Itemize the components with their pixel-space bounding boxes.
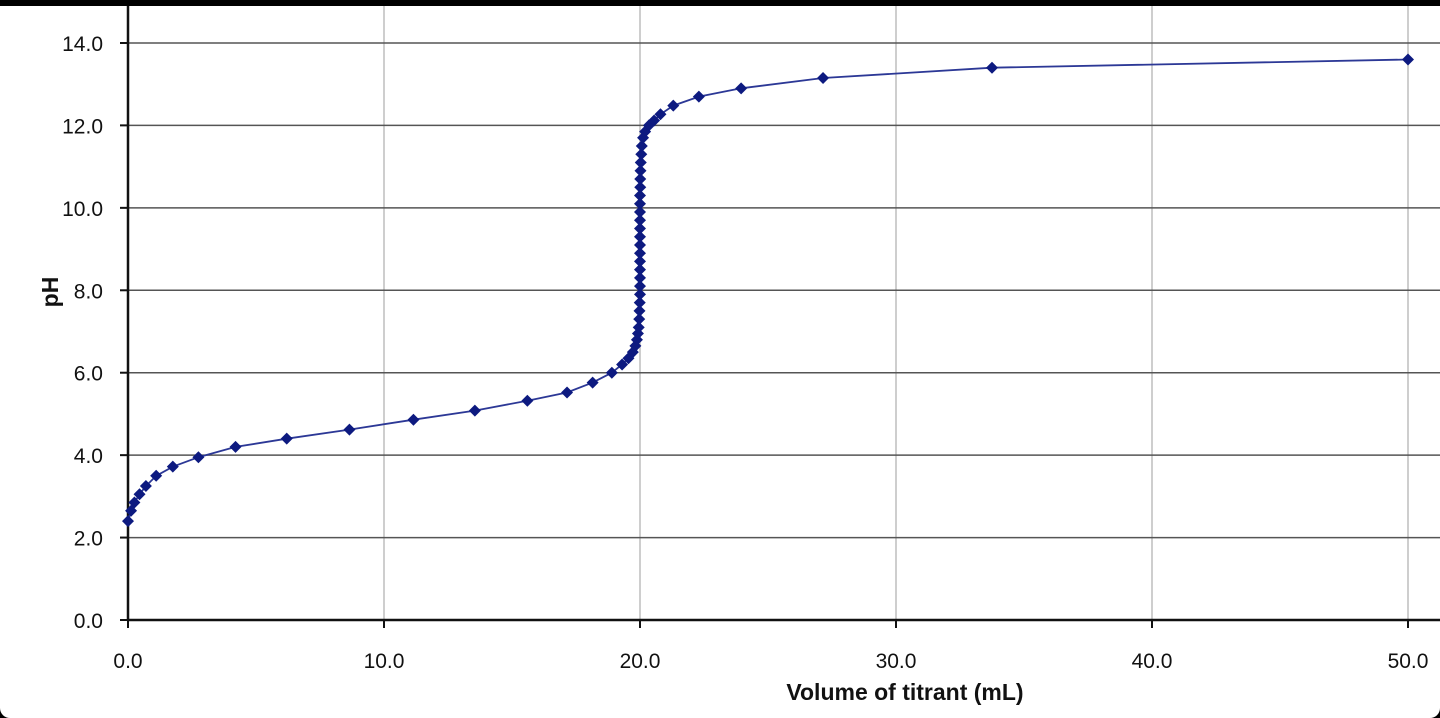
data-point-marker bbox=[633, 304, 646, 317]
data-point-marker bbox=[616, 358, 629, 371]
y-tick-label: 8.0 bbox=[74, 280, 103, 303]
tick-labels: 0.0 10.0 20.0 30.0 40.0 50.0 0.0 2.0 4.0 6.0 8.0 10… bbox=[62, 33, 1428, 673]
data-point-marker bbox=[634, 214, 646, 227]
x-tick-label: 0.0 bbox=[113, 650, 142, 673]
data-point-marker bbox=[139, 480, 152, 493]
x-tick-label: 30.0 bbox=[876, 650, 917, 673]
data-point-marker bbox=[229, 440, 242, 453]
data-point-marker bbox=[634, 271, 646, 284]
data-point-marker bbox=[634, 189, 646, 202]
data-point-marker bbox=[166, 460, 179, 473]
data-point-marker bbox=[634, 173, 647, 186]
data-point-marker bbox=[634, 156, 647, 169]
data-point-marker bbox=[605, 366, 618, 379]
data-point-marker bbox=[735, 82, 748, 95]
data-point-marker bbox=[468, 404, 481, 417]
data-point-marker bbox=[634, 164, 647, 177]
data-point-marker bbox=[635, 140, 648, 153]
grid-lines bbox=[128, 6, 1440, 620]
data-point-marker bbox=[280, 432, 293, 445]
data-point-marker bbox=[586, 376, 599, 389]
tick-marks bbox=[120, 42, 1409, 628]
data-point-marker bbox=[986, 61, 998, 74]
axes bbox=[126, 6, 1440, 622]
data-point-marker bbox=[632, 321, 645, 334]
data-point-marker bbox=[634, 247, 646, 260]
data-point-marker bbox=[634, 181, 647, 194]
data-point-marker bbox=[634, 255, 646, 268]
data-point-marker bbox=[817, 72, 830, 85]
x-tick-label: 40.0 bbox=[1132, 650, 1173, 673]
data-point-marker bbox=[407, 413, 420, 426]
data-point-marker bbox=[634, 263, 646, 276]
data-point-marker bbox=[122, 515, 134, 528]
data-point-marker bbox=[654, 108, 667, 121]
data-point-marker bbox=[633, 296, 646, 309]
data-point-marker bbox=[1402, 53, 1414, 66]
x-tick-label: 20.0 bbox=[620, 650, 661, 673]
y-tick-label: 2.0 bbox=[74, 528, 103, 551]
data-point-marker bbox=[635, 148, 648, 161]
data-point-marker bbox=[192, 451, 205, 464]
data-point-marker bbox=[128, 496, 141, 509]
y-tick-label: 4.0 bbox=[74, 445, 103, 468]
x-axis-title: Volume of titrant (mL) bbox=[786, 679, 1023, 705]
data-point-marker bbox=[634, 288, 646, 301]
data-point-marker bbox=[634, 230, 646, 243]
data-point-marker bbox=[634, 197, 646, 210]
x-tick-label: 50.0 bbox=[1388, 650, 1429, 673]
data-point-marker bbox=[634, 238, 646, 251]
x-tick-label: 10.0 bbox=[364, 650, 405, 673]
data-point-marker bbox=[343, 423, 356, 436]
data-point-marker bbox=[150, 469, 163, 482]
y-tick-label: 10.0 bbox=[62, 198, 103, 221]
titration-chart: 0.0 10.0 20.0 30.0 40.0 50.0 0.0 2.0 4.0 6.0 8.0 10… bbox=[37, 6, 1440, 705]
data-point-marker bbox=[633, 313, 646, 326]
y-tick-label: 12.0 bbox=[62, 115, 103, 138]
data-point-marker bbox=[634, 280, 646, 293]
chart-frame: 0.0 10.0 20.0 30.0 40.0 50.0 0.0 2.0 4.0 6.0 8.0 10… bbox=[0, 6, 1440, 718]
y-tick-label: 6.0 bbox=[74, 363, 103, 386]
data-point-marker bbox=[521, 394, 534, 407]
data-point-marker bbox=[634, 222, 646, 235]
data-point-marker bbox=[648, 114, 661, 127]
data-point-marker bbox=[634, 205, 646, 218]
data-point-marker bbox=[667, 99, 680, 112]
y-tick-label: 14.0 bbox=[62, 33, 103, 56]
data-points bbox=[122, 53, 1414, 528]
data-point-marker bbox=[692, 90, 705, 103]
data-point-marker bbox=[561, 386, 574, 399]
y-axis-title: pH bbox=[37, 277, 63, 308]
data-point-marker bbox=[133, 488, 146, 501]
y-tick-label: 0.0 bbox=[74, 610, 103, 633]
